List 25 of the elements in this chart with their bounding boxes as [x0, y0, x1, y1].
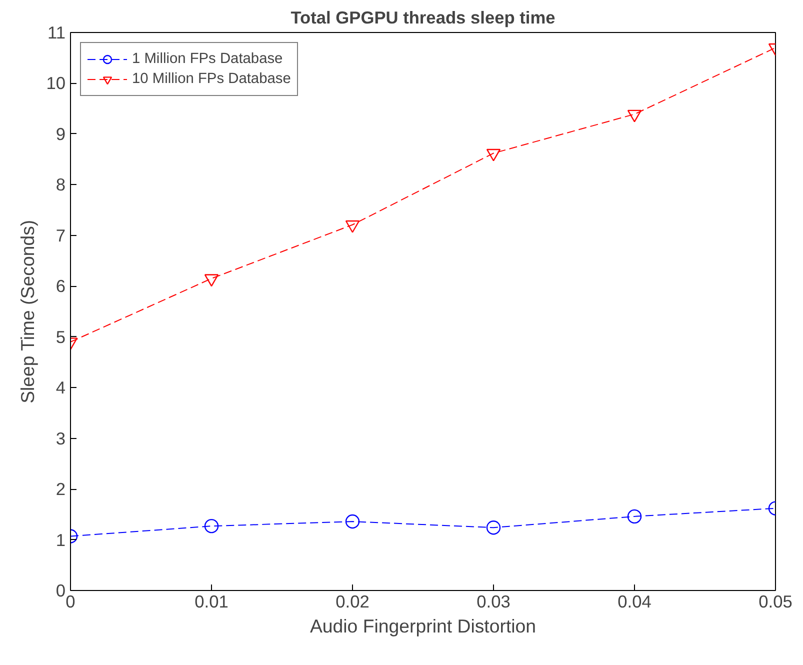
- x-tick-label: 0.01: [194, 592, 228, 612]
- x-tick-label: 0.04: [618, 592, 652, 612]
- y-tick-label: 4: [56, 378, 66, 398]
- x-tick-label: 0.03: [476, 592, 510, 612]
- legend-label: 1 Million FPs Database: [132, 51, 283, 67]
- y-tick-label: 7: [56, 225, 66, 246]
- point: [345, 514, 360, 529]
- y-tick-label: 3: [56, 428, 66, 448]
- x-tick-label: 0.05: [758, 592, 792, 612]
- point: [486, 520, 501, 535]
- point: [345, 220, 360, 233]
- point: [486, 148, 501, 162]
- chart-title: Total GPGPU threads sleep time: [290, 8, 556, 28]
- y-tick-label: 8: [56, 174, 66, 195]
- y-tick-label: 9: [56, 124, 66, 144]
- x-tick-label: 0.02: [336, 592, 370, 612]
- y-tick-label: 6: [56, 276, 66, 296]
- y-tick-label: 5: [56, 326, 66, 347]
- x-axis-title: Audio Fingerprint Distortion: [310, 616, 536, 636]
- legend-label: 10 Million FPs Database: [132, 71, 291, 87]
- y-tick-label: 10: [46, 73, 66, 94]
- y-tick-label: 11: [48, 22, 66, 42]
- y-tick-label: 2: [56, 479, 66, 500]
- y-tick-label: 1: [56, 530, 66, 550]
- y-axis-title: Sleep Time (Seconds): [17, 220, 38, 404]
